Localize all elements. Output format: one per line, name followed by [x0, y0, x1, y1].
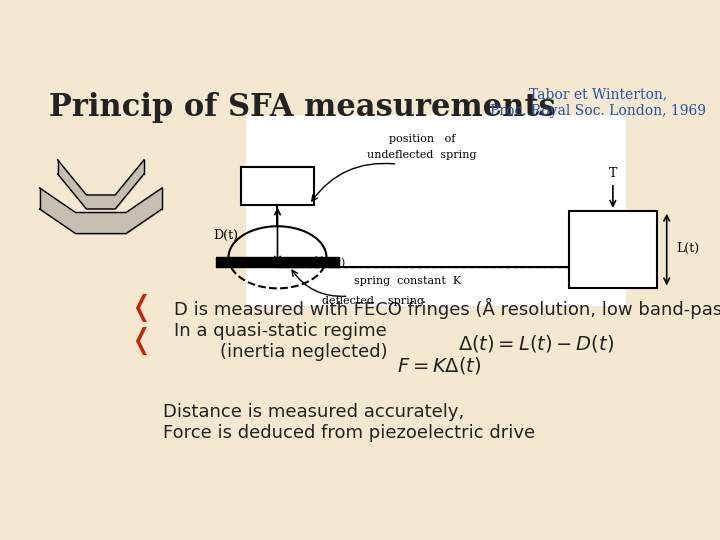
Bar — [569, 211, 657, 288]
Text: $\Delta(t)$: $\Delta(t)$ — [324, 256, 346, 269]
Text: $F = K\Delta(t)$: $F = K\Delta(t)$ — [397, 355, 482, 376]
Text: T: T — [608, 167, 617, 180]
Text: $\Delta(t) = L(t) - D(t)$: $\Delta(t) = L(t) - D(t)$ — [459, 333, 614, 354]
Text: D is measured with FECO fringes (Å resolution, low band-pass): D is measured with FECO fringes (Å resol… — [174, 298, 720, 319]
Bar — [240, 167, 314, 205]
Text: Tabor et Winterton,
Proc. Royal Soc. London, 1969: Tabor et Winterton, Proc. Royal Soc. Lon… — [490, 87, 706, 118]
Bar — [246, 114, 626, 306]
Text: In a quasi-static regime
        (inertia neglected): In a quasi-static regime (inertia neglec… — [174, 322, 387, 361]
Text: Distance is measured accurately,
Force is deduced from piezoelectric drive: Distance is measured accurately, Force i… — [163, 403, 535, 442]
Text: deflected    spring: deflected spring — [322, 296, 424, 306]
Text: undeflected  spring: undeflected spring — [367, 150, 477, 160]
Text: L(t): L(t) — [677, 241, 700, 254]
Text: ❬: ❬ — [129, 294, 153, 322]
Text: D(t): D(t) — [214, 229, 238, 242]
Text: Princip of SFA measurements: Princip of SFA measurements — [49, 92, 555, 123]
Text: position   of: position of — [389, 134, 455, 144]
Text: ❬: ❬ — [129, 327, 153, 355]
Text: spring  constant  K: spring constant K — [354, 276, 461, 286]
